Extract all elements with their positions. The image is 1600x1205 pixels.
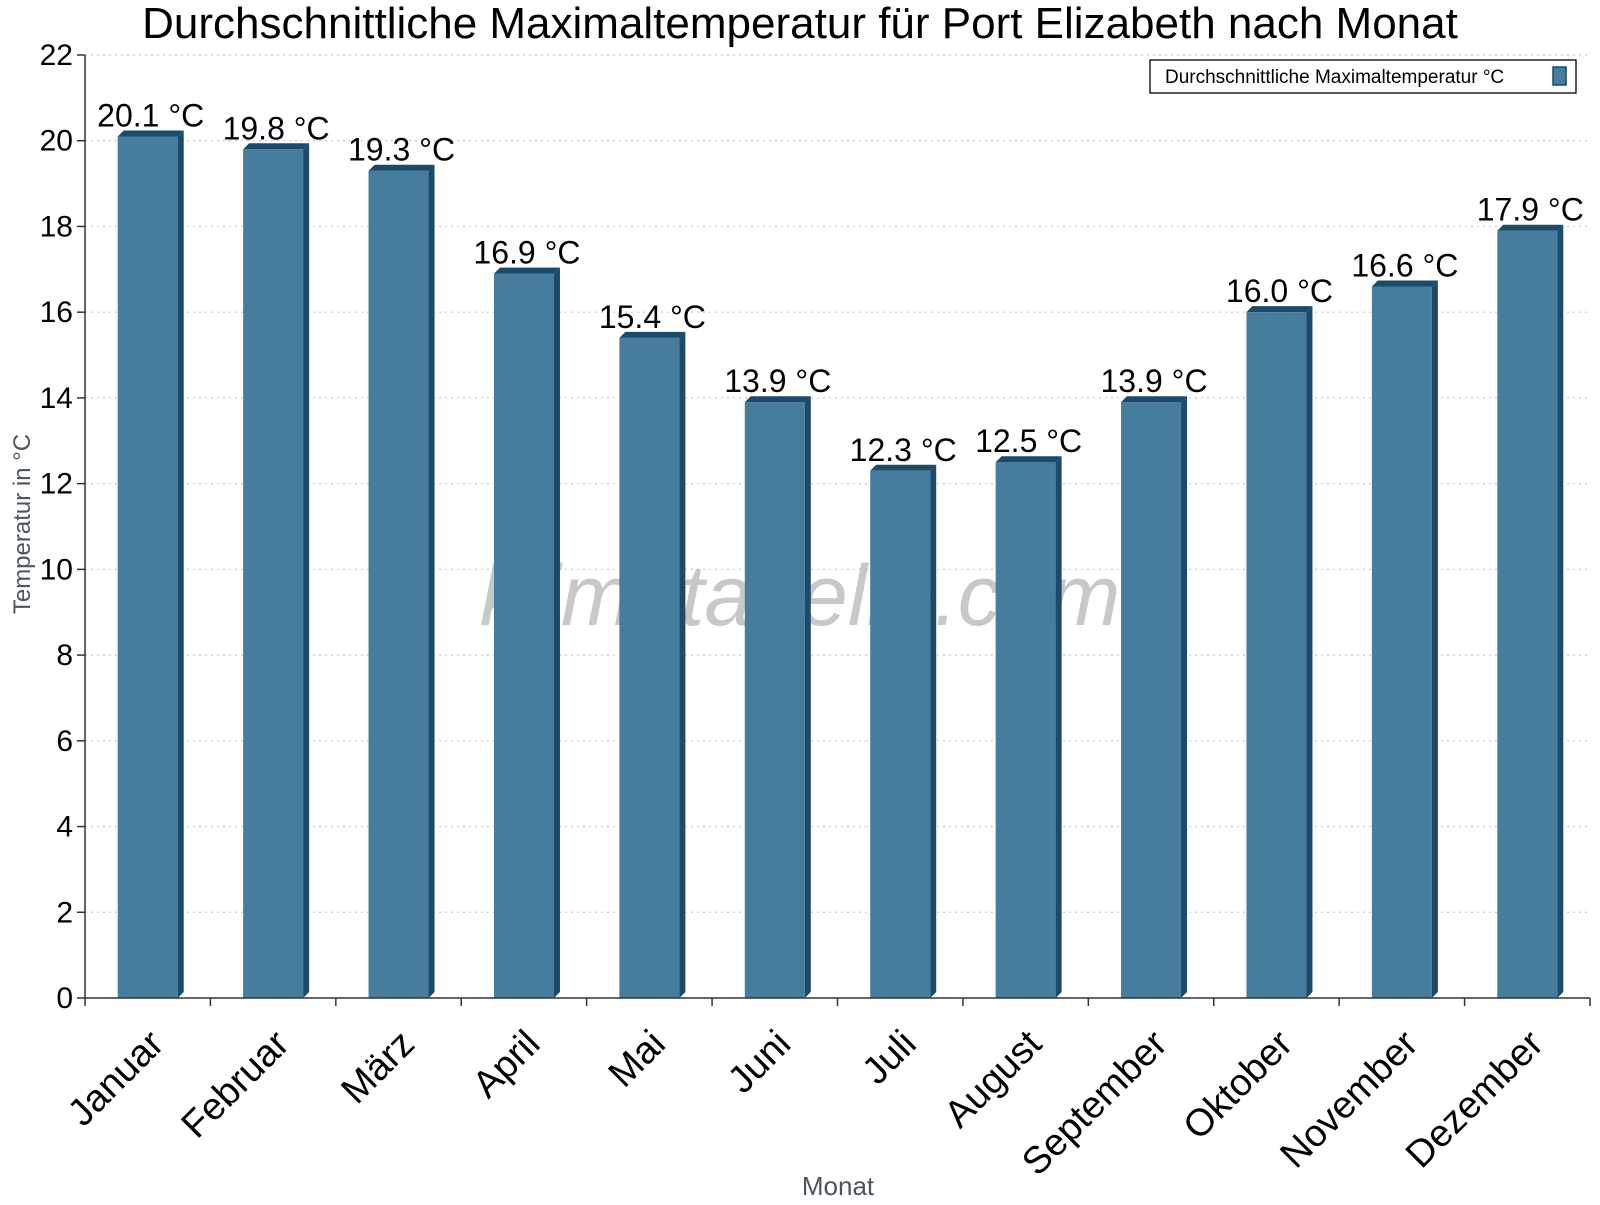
bar-top-face	[1121, 396, 1188, 403]
bar	[493, 273, 554, 998]
data-labels: 20.1 °C 19.8 °C 19.3 °C 16.9 °C 15.4 °C 13.9 …	[97, 97, 1584, 467]
x-tick-label: Juli	[855, 1023, 925, 1093]
data-label: 12.3 °C	[850, 432, 957, 468]
bar	[1121, 402, 1182, 999]
y-tick-label: 22	[40, 39, 73, 72]
bar	[1371, 286, 1432, 998]
y-tick-label: 10	[40, 553, 73, 586]
bar	[243, 149, 304, 999]
data-label: 16.9 °C	[473, 235, 580, 271]
y-tick-label: 8	[56, 639, 73, 672]
data-label: 12.5 °C	[975, 423, 1082, 459]
bar-top-face	[995, 456, 1062, 463]
legend-swatch	[1552, 66, 1567, 86]
bar	[619, 337, 680, 998]
bars	[117, 130, 1564, 999]
bar-side-face	[930, 464, 937, 998]
x-tick-label: Januar	[60, 1022, 172, 1134]
legend-box	[1149, 59, 1577, 94]
bar	[368, 170, 429, 998]
y-tick-label: 18	[40, 210, 73, 243]
data-label: 19.3 °C	[348, 132, 455, 168]
x-tick-label: Dezember	[1398, 1022, 1552, 1176]
x-tick-label: Juni	[720, 1023, 799, 1102]
data-label: 16.6 °C	[1351, 247, 1458, 283]
x-tick-label: August	[937, 1022, 1051, 1136]
bar	[870, 470, 931, 998]
x-tick-label: Oktober	[1176, 1022, 1302, 1148]
y-tick-label: 16	[40, 296, 73, 329]
bar-side-face	[1181, 396, 1188, 999]
data-label: 15.4 °C	[599, 299, 706, 335]
y-tick-label: 2	[56, 896, 73, 929]
bar-top-face	[1497, 224, 1564, 231]
gridlines	[85, 54, 1590, 913]
data-label: 13.9 °C	[1101, 363, 1208, 399]
bar-top-face	[243, 143, 310, 150]
x-tick-label: Mai	[601, 1023, 674, 1096]
y-tick-labels: 0 2 4 6 8 10 12 14 16 18 20 22	[40, 39, 73, 1015]
x-tick-labels: Januar Februar März April Mai Juni Juli AugustS…	[60, 1022, 1552, 1183]
bar-side-face	[679, 331, 686, 998]
bar-side-face	[553, 267, 560, 998]
data-label: 19.8 °C	[223, 110, 330, 146]
y-tick-label: 20	[40, 125, 73, 158]
bar-side-face	[177, 130, 184, 998]
bar	[117, 136, 178, 998]
chart-title: Durchschnittliche Maximaltemperatur für …	[142, 0, 1458, 48]
bar-top-face	[1246, 306, 1313, 313]
bar-top-face	[744, 396, 811, 403]
y-tick-label: 0	[56, 982, 73, 1015]
axes	[77, 54, 1591, 1006]
bar-side-face	[1557, 224, 1564, 998]
bar-top-face	[619, 331, 686, 338]
bar-top-face	[1371, 280, 1438, 287]
bar	[744, 402, 805, 999]
bar-top-face	[117, 130, 184, 137]
bar-top-face	[493, 267, 560, 274]
y-axis-title: Temperatur in °C	[9, 434, 36, 614]
bar-side-face	[1306, 306, 1313, 998]
bar-side-face	[1431, 280, 1438, 998]
y-tick-label: 4	[56, 811, 73, 844]
x-tick-label: März	[333, 1023, 422, 1112]
bar-side-face	[303, 143, 310, 999]
data-label: 20.1 °C	[97, 97, 204, 133]
data-label: 17.9 °C	[1477, 192, 1584, 228]
bar-side-face	[428, 164, 435, 998]
bar-side-face	[1055, 456, 1062, 998]
bar-top-face	[870, 464, 937, 471]
data-label: 16.0 °C	[1226, 273, 1333, 309]
legend-label: Durchschnittliche Maximaltemperatur °C	[1165, 67, 1504, 88]
bar	[1497, 230, 1558, 998]
legend: Durchschnittliche Maximaltemperatur °C	[1149, 59, 1577, 94]
bar-side-face	[804, 396, 811, 999]
bar	[1246, 312, 1307, 998]
x-axis-title: Monat	[802, 1171, 875, 1200]
data-label: 13.9 °C	[724, 363, 831, 399]
x-tick-label: April	[465, 1023, 548, 1106]
x-tick-label: Februar	[174, 1022, 298, 1146]
bar-top-face	[368, 164, 435, 171]
bar	[995, 462, 1056, 998]
y-tick-label: 14	[40, 382, 73, 415]
y-tick-label: 6	[56, 725, 73, 758]
y-tick-label: 12	[40, 468, 73, 501]
